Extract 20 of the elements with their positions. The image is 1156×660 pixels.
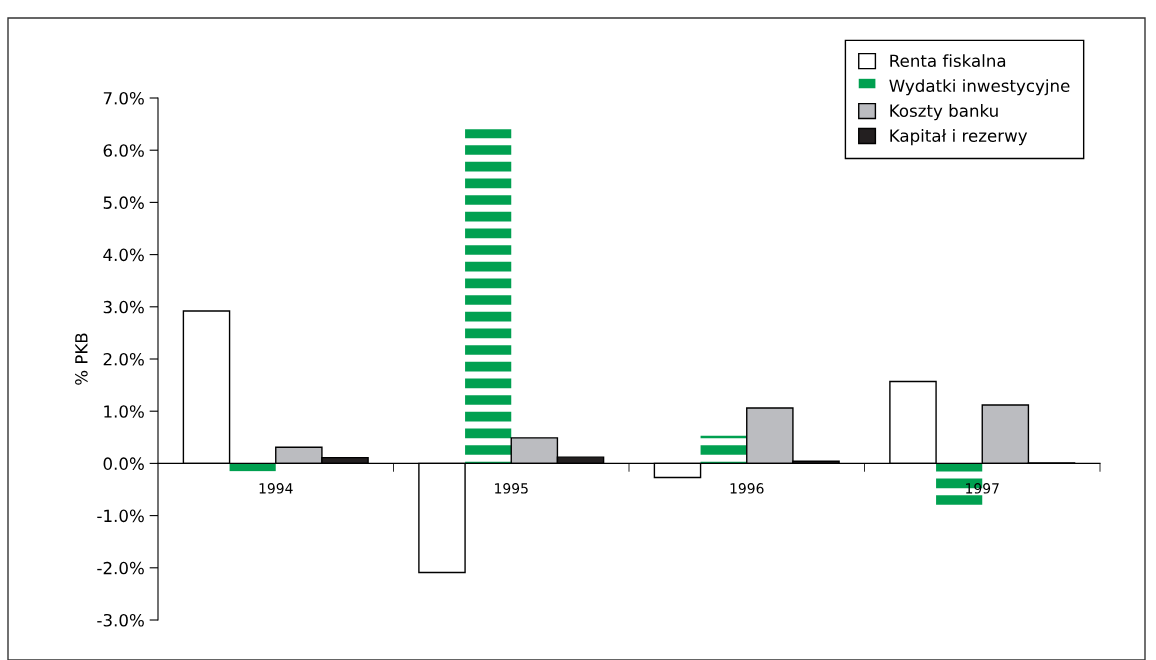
y-tick-label: 7.0%: [103, 91, 144, 105]
y-tick-label: 6.0%: [103, 144, 144, 157]
legend-label: Renta fiskalna: [890, 54, 1006, 68]
y-tick-label: 0.0%: [103, 457, 144, 470]
y-tick-label: 4.0%: [103, 248, 144, 262]
y-tick-label: 1.0%: [104, 405, 144, 418]
x-tick-label: 1995: [495, 483, 528, 494]
legend-label: Kapitał i rezerwy: [890, 129, 1028, 146]
y-axis-title: % PKB: [75, 333, 88, 385]
y-tick-label: 3.0%: [103, 300, 144, 314]
legend-label: Koszty banku: [890, 104, 998, 121]
y-tick-label: 2.0%: [103, 352, 144, 366]
x-tick-label: 1994: [259, 483, 293, 494]
y-tick-label: -1.0%: [97, 509, 144, 523]
y-tick-label: -3.0%: [97, 613, 144, 627]
x-tick-label: 1996: [730, 483, 764, 494]
y-tick-label: 5.0%: [103, 196, 144, 209]
legend-label: Wydatki inwestycyjne: [889, 79, 1070, 96]
x-tick-label: 1997: [966, 483, 999, 494]
y-tick-label: -2.0%: [97, 561, 144, 575]
